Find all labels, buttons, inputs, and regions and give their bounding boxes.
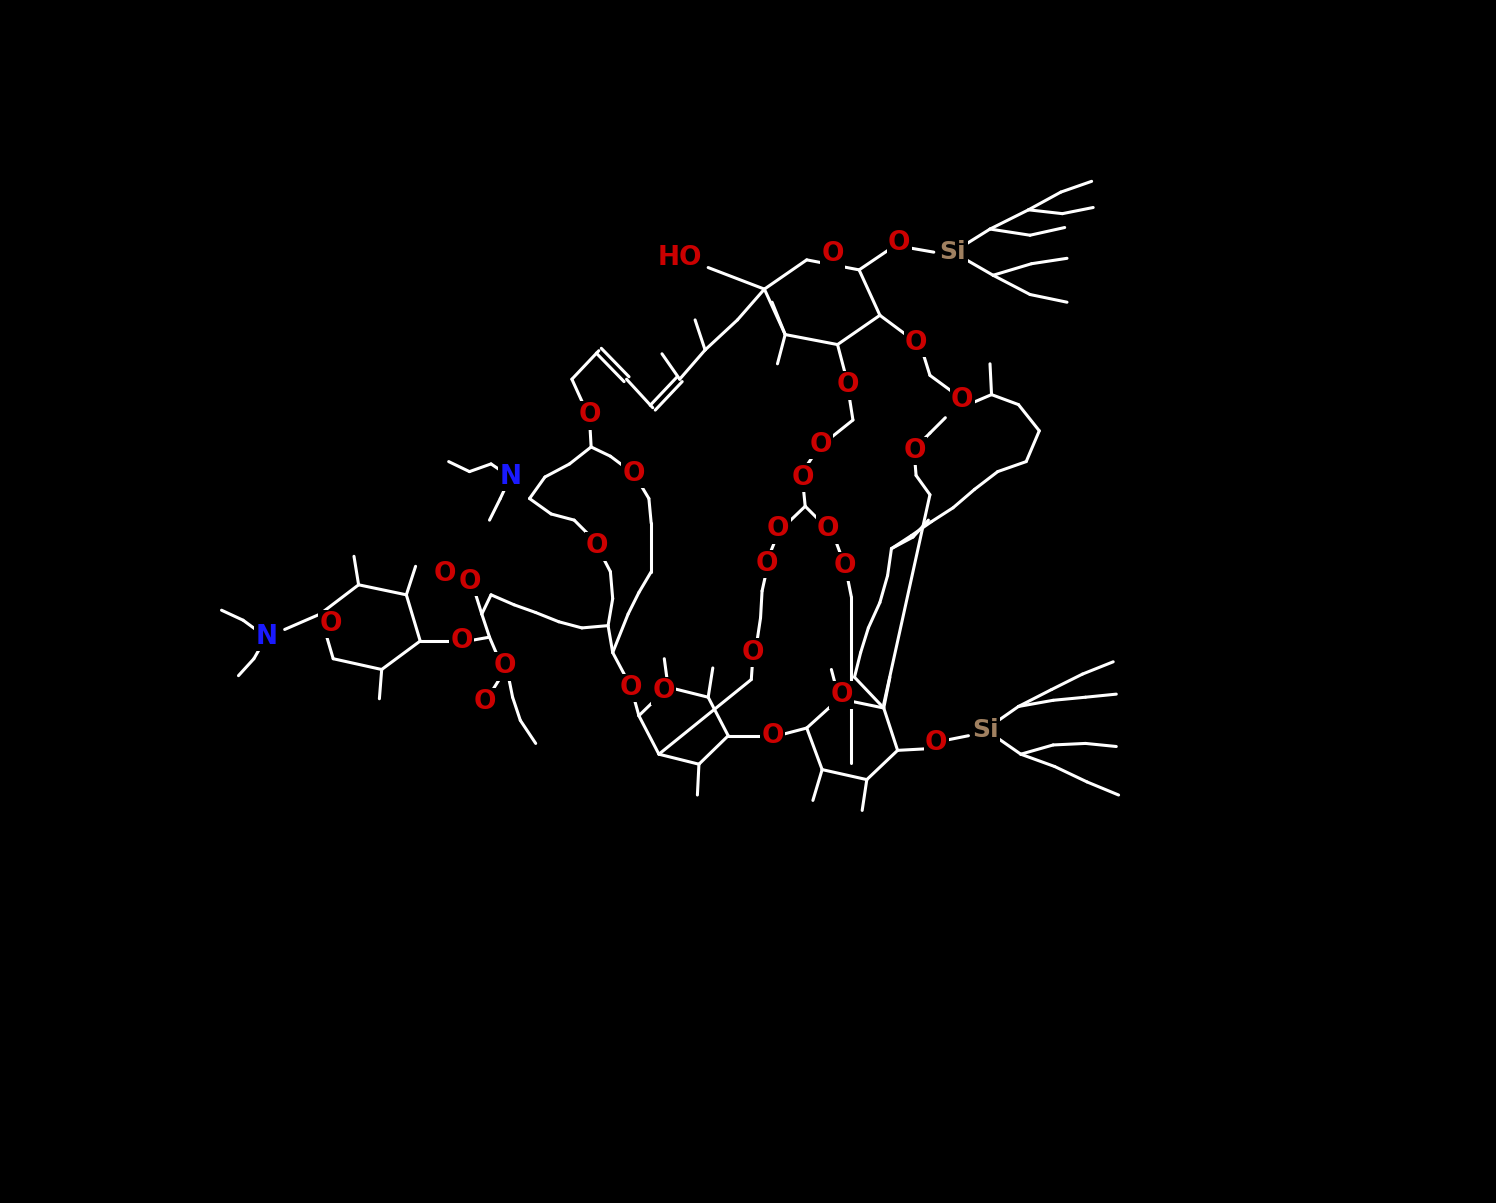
Text: O: O <box>889 230 911 256</box>
Text: O: O <box>925 730 947 757</box>
Text: O: O <box>458 569 480 594</box>
Text: O: O <box>904 438 926 464</box>
Text: O: O <box>755 551 778 577</box>
Text: O: O <box>652 678 675 704</box>
Text: O: O <box>450 628 473 654</box>
Text: O: O <box>622 461 645 487</box>
Text: O: O <box>833 553 857 580</box>
Text: O: O <box>742 640 764 665</box>
Text: O: O <box>494 653 516 680</box>
Text: O: O <box>905 330 928 356</box>
Text: N: N <box>256 624 277 650</box>
Text: O: O <box>791 464 814 491</box>
Text: O: O <box>579 402 601 428</box>
Text: O: O <box>817 516 839 543</box>
Text: Si: Si <box>972 717 999 741</box>
Text: O: O <box>951 387 974 413</box>
Text: O: O <box>809 432 832 457</box>
Text: O: O <box>320 611 343 638</box>
Text: O: O <box>838 373 860 398</box>
Text: O: O <box>619 675 642 701</box>
Text: O: O <box>761 723 784 748</box>
Text: HO: HO <box>657 245 702 272</box>
Text: O: O <box>474 689 497 715</box>
Text: O: O <box>830 682 853 707</box>
Text: Si: Si <box>939 241 966 265</box>
Text: O: O <box>767 516 790 543</box>
Text: O: O <box>586 533 609 559</box>
Text: O: O <box>821 242 844 267</box>
Text: N: N <box>500 464 521 490</box>
Text: O: O <box>434 561 456 587</box>
Text: O: O <box>904 438 926 464</box>
